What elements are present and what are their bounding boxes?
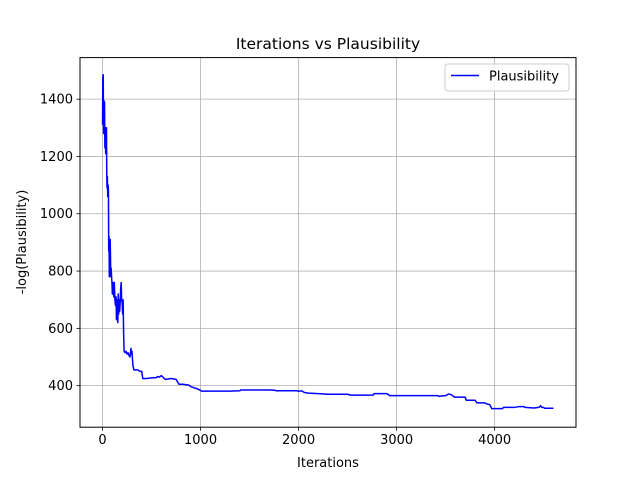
y-axis-label: -log(Plausibility): [15, 190, 30, 295]
y-axis-ticks: 400 600 800 1000 1200 1400: [40, 93, 80, 394]
y-tick-label: 400: [48, 379, 73, 394]
plot-frame: [79, 57, 577, 428]
x-axis-label: Iterations: [297, 456, 359, 471]
legend-box: [444, 63, 570, 92]
y-tick-label: 800: [48, 265, 73, 280]
x-tick-label: 2000: [282, 433, 315, 448]
series-line-plausibility: [101, 74, 554, 410]
y-tick-label: 1200: [40, 150, 73, 165]
grid-lines: [80, 57, 576, 428]
x-tick-label: 3000: [380, 433, 413, 448]
x-axis-ticks: 0 1000 2000 3000 4000: [98, 427, 511, 448]
legend: Plausibility: [444, 63, 570, 92]
y-tick-label: 1000: [40, 207, 73, 222]
data-layer: [101, 74, 554, 410]
x-tick-label: 4000: [478, 433, 511, 448]
legend-label-plausibility: Plausibility: [489, 70, 559, 85]
x-tick-label: 0: [98, 433, 106, 448]
chart-title: Iterations vs Plausibility: [236, 35, 420, 53]
x-tick-label: 1000: [184, 433, 217, 448]
y-tick-label: 1400: [40, 93, 73, 108]
y-tick-label: 600: [48, 322, 73, 337]
